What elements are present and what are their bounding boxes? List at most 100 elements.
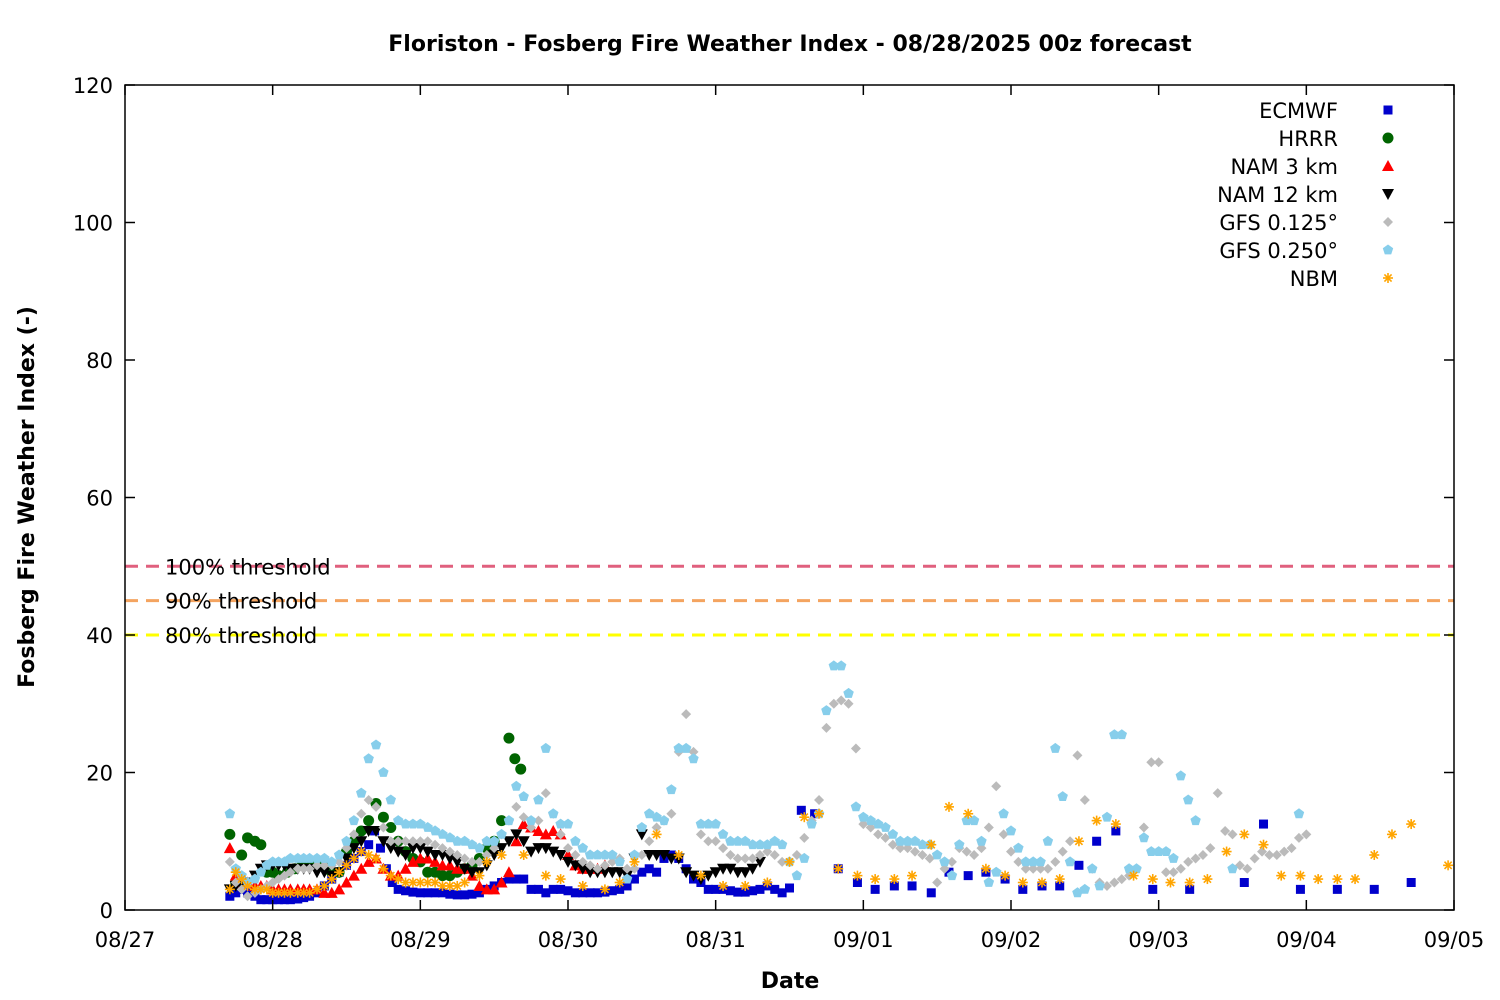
data-point (356, 846, 367, 857)
data-point (406, 855, 419, 867)
data-point (293, 894, 303, 904)
data-point (821, 705, 832, 716)
data-point (1054, 874, 1065, 885)
data-point (932, 877, 943, 888)
data-point (348, 829, 359, 840)
data-point (1079, 883, 1091, 894)
y-tick-label: 20 (86, 762, 113, 786)
data-point (725, 850, 736, 860)
data-point (1147, 874, 1158, 885)
data-point (363, 753, 374, 764)
data-point (1202, 874, 1213, 885)
data-point (452, 850, 463, 860)
data-point (540, 870, 551, 881)
data-point (652, 867, 662, 877)
data-point (880, 832, 891, 843)
data-point (673, 742, 684, 753)
data-point (732, 853, 743, 864)
data-point (421, 852, 434, 864)
data-point (873, 829, 884, 840)
data-point (525, 815, 537, 826)
data-point (1092, 836, 1102, 846)
data-point (533, 794, 544, 805)
data-point (963, 808, 974, 819)
data-point (518, 791, 529, 801)
data-point (452, 835, 463, 846)
data-point (311, 884, 322, 895)
data-point (430, 839, 441, 850)
data-point (1313, 874, 1324, 885)
data-point (408, 887, 418, 897)
data-point (1005, 825, 1017, 836)
data-point (1221, 846, 1232, 857)
data-point (515, 763, 527, 775)
legend-marker (1382, 244, 1394, 255)
x-axis-label: Date (761, 969, 820, 994)
data-point (1185, 884, 1195, 894)
x-tick-label: 08/29 (390, 928, 451, 952)
data-point (533, 815, 544, 826)
data-point (304, 863, 315, 874)
data-point (1065, 836, 1076, 847)
data-point (570, 888, 580, 898)
data-point (754, 839, 766, 850)
data-point (1386, 829, 1397, 840)
data-point (725, 886, 735, 896)
data-point (1332, 874, 1343, 885)
data-point (436, 850, 449, 861)
data-point (983, 877, 995, 887)
data-point (488, 835, 500, 846)
data-point (1175, 770, 1186, 781)
data-point (687, 870, 700, 882)
data-point (983, 822, 994, 833)
data-point (1153, 757, 1164, 768)
data-point (889, 881, 899, 891)
data-point (688, 753, 699, 764)
data-point (503, 815, 515, 826)
data-points (223, 660, 1454, 905)
data-point (1035, 856, 1046, 867)
data-point (225, 891, 235, 901)
data-point (230, 877, 241, 888)
data-point (1128, 870, 1139, 881)
data-point (285, 852, 296, 863)
data-point (555, 829, 566, 840)
data-point (236, 849, 248, 861)
data-point (629, 856, 640, 867)
data-point (378, 767, 389, 777)
data-point (599, 860, 610, 871)
data-point (488, 883, 501, 895)
data-point (285, 895, 295, 905)
data-point (509, 753, 521, 765)
data-point (518, 850, 529, 860)
data-point (348, 853, 359, 864)
data-point (399, 862, 412, 874)
data-point (740, 853, 751, 864)
data-point (1197, 850, 1208, 860)
data-point (946, 870, 958, 881)
legend-label: HRRR (1278, 127, 1338, 151)
data-point (393, 836, 404, 847)
data-point (748, 886, 758, 896)
data-point (718, 843, 729, 854)
data-point (555, 818, 566, 829)
legend-label: ECMWF (1259, 99, 1338, 123)
threshold-label: 90% threshold (165, 590, 317, 614)
data-point (304, 887, 315, 898)
data-point (562, 856, 574, 868)
data-point (407, 818, 419, 829)
data-point (474, 842, 485, 853)
data-point (703, 818, 714, 829)
data-point (539, 828, 552, 840)
data-point (474, 870, 485, 881)
plot-frame (124, 84, 1455, 911)
data-point (311, 852, 323, 863)
data-point (747, 853, 758, 864)
data-point (1183, 794, 1194, 805)
data-point (452, 890, 462, 900)
data-point (378, 863, 389, 874)
data-point (385, 836, 396, 847)
data-point (1257, 846, 1268, 857)
data-point (1138, 822, 1149, 833)
data-point (503, 732, 515, 744)
